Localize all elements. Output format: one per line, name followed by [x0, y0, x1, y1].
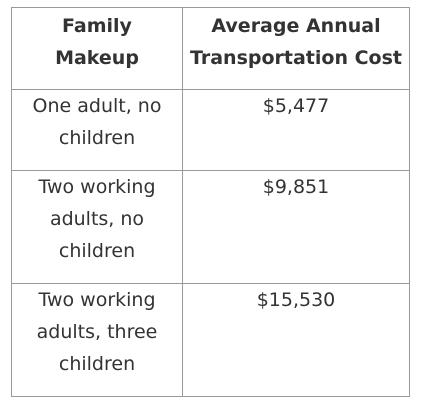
table-row: Two working adults, no children $9,851 [11, 170, 410, 284]
transportation-cost-table: Family Makeup Average Annual Transportat… [11, 7, 410, 397]
header-family-makeup: Family Makeup [11, 7, 183, 90]
header-row: Family Makeup Average Annual Transportat… [11, 7, 410, 90]
cost-cell: $5,477 [182, 89, 410, 171]
family-makeup-cell: One adult, no children [11, 89, 183, 171]
family-makeup-cell: Two working adults, three children [11, 283, 183, 397]
table-container: Family Makeup Average Annual Transportat… [11, 7, 410, 397]
cost-cell: $15,530 [182, 283, 410, 397]
table-row: One adult, no children $5,477 [11, 89, 410, 171]
family-makeup-cell: Two working adults, no children [11, 170, 183, 284]
header-average-annual-cost: Average Annual Transportation Cost [182, 7, 410, 90]
table-row: Two working adults, three children $15,5… [11, 283, 410, 397]
cost-cell: $9,851 [182, 170, 410, 284]
